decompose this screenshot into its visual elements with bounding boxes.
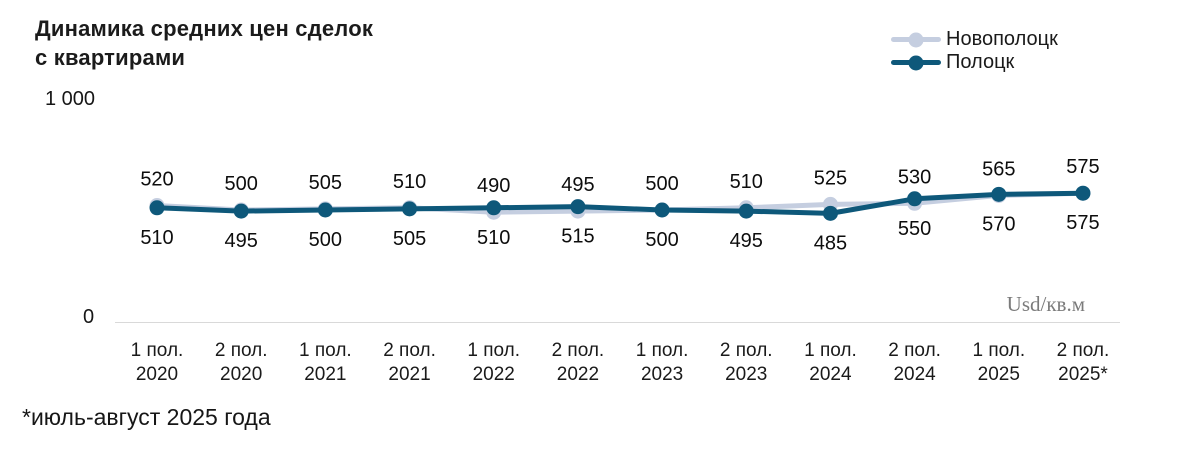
x-tick-period: 1 пол. bbox=[972, 340, 1026, 361]
x-tick-label: 2 пол. 2023 bbox=[701, 339, 791, 386]
x-tick-period: 2 пол. bbox=[383, 340, 436, 361]
x-tick-label: 2 пол. 2024 bbox=[870, 339, 960, 386]
x-tick-period: 1 пол. bbox=[299, 340, 352, 361]
x-tick-label: 1 пол. 2020 bbox=[112, 339, 202, 386]
x-tick-year: 2024 bbox=[893, 363, 936, 385]
data-label-polotsk: 495 bbox=[730, 230, 763, 252]
legend-item-polotsk: Полоцк bbox=[891, 51, 1058, 74]
data-label-polotsk: 495 bbox=[224, 230, 257, 252]
x-tick-period: 2 пол. bbox=[214, 340, 268, 361]
x-tick-label: 2 пол. 2021 bbox=[365, 339, 455, 386]
x-tick-year: 2025* bbox=[1058, 363, 1108, 385]
data-point-polotsk bbox=[402, 201, 418, 217]
data-point-polotsk bbox=[738, 203, 754, 219]
data-point-polotsk bbox=[1075, 185, 1091, 201]
data-point-polotsk bbox=[486, 200, 502, 216]
legend-label-novopolotsk: Новополоцк bbox=[946, 28, 1058, 50]
data-label-polotsk: 570 bbox=[982, 213, 1015, 235]
data-label-polotsk: 505 bbox=[393, 228, 426, 250]
x-tick-year: 2020 bbox=[135, 363, 179, 385]
unit-label: Usd/кв.м bbox=[1006, 292, 1085, 316]
data-label-polotsk: 510 bbox=[140, 227, 173, 249]
data-point-polotsk bbox=[991, 186, 1007, 202]
x-tick-year: 2022 bbox=[556, 363, 600, 385]
x-tick-year: 2023 bbox=[640, 363, 684, 385]
x-tick-label: 1 пол. 2022 bbox=[449, 339, 539, 386]
data-point-polotsk bbox=[570, 199, 586, 215]
data-label-polotsk: 500 bbox=[645, 229, 678, 251]
data-label-polotsk: 485 bbox=[814, 232, 847, 254]
x-tick-label: 2 пол. 2022 bbox=[533, 339, 623, 386]
line-marker-icon bbox=[891, 54, 941, 71]
line-marker-icon bbox=[891, 31, 941, 48]
legend-dot-swatch bbox=[908, 55, 924, 70]
data-label-novopolotsk: 510 bbox=[393, 171, 426, 193]
x-tick-year: 2022 bbox=[472, 363, 515, 385]
x-tick-label: 1 пол. 2025 bbox=[954, 339, 1044, 386]
x-tick-year: 2021 bbox=[388, 363, 431, 385]
x-tick-period: 1 пол. bbox=[635, 340, 689, 361]
x-tick-period: 2 пол. bbox=[888, 340, 941, 361]
data-label-novopolotsk: 500 bbox=[224, 173, 257, 195]
data-point-polotsk bbox=[822, 205, 838, 221]
x-tick-period: 1 пол. bbox=[804, 340, 857, 361]
legend: Новополоцк Полоцк bbox=[891, 28, 1058, 74]
x-tick-label: 2 пол. 2025* bbox=[1038, 339, 1128, 386]
x-tick-label: 1 пол. 2024 bbox=[785, 339, 875, 386]
x-tick-label: 1 пол. 2021 bbox=[280, 339, 370, 386]
y-axis-min-label: 0 bbox=[83, 306, 95, 328]
data-label-novopolotsk: 490 bbox=[477, 175, 510, 197]
footnote: *июль-август 2025 года bbox=[22, 404, 271, 430]
data-label-novopolotsk: 505 bbox=[309, 172, 342, 194]
chart-title: Динамика средних цен сделок с квартирами bbox=[35, 14, 373, 72]
legend-item-novopolotsk: Новополоцк bbox=[891, 28, 1058, 51]
x-tick-period: 2 пол. bbox=[719, 340, 773, 361]
x-tick-label: 1 пол. 2023 bbox=[617, 339, 707, 386]
data-label-polotsk: 510 bbox=[477, 227, 510, 249]
x-tick-period: 2 пол. bbox=[1056, 340, 1110, 361]
data-label-novopolotsk: 565 bbox=[982, 158, 1015, 180]
legend-dot-swatch bbox=[908, 32, 924, 47]
data-label-polotsk: 575 bbox=[1066, 212, 1099, 234]
x-tick-year: 2024 bbox=[809, 363, 852, 385]
x-tick-year: 2023 bbox=[725, 363, 768, 385]
x-tick-year: 2021 bbox=[304, 363, 347, 385]
data-label-novopolotsk: 500 bbox=[645, 173, 678, 195]
legend-label-polotsk: Полоцк bbox=[946, 51, 1015, 73]
data-label-novopolotsk: 495 bbox=[561, 174, 594, 196]
x-tick-year: 2025 bbox=[977, 363, 1020, 385]
x-tick-period: 1 пол. bbox=[467, 340, 521, 361]
data-label-polotsk: 515 bbox=[561, 226, 594, 248]
data-point-polotsk bbox=[317, 202, 333, 218]
x-axis-line bbox=[115, 322, 1120, 323]
data-label-novopolotsk: 530 bbox=[898, 166, 931, 188]
data-point-polotsk bbox=[233, 203, 249, 219]
data-point-polotsk bbox=[654, 202, 670, 218]
data-label-novopolotsk: 520 bbox=[140, 169, 173, 191]
y-axis-max-label: 1 000 bbox=[45, 88, 96, 110]
data-point-polotsk bbox=[907, 191, 923, 207]
chart-title-line1: Динамика средних цен сделок bbox=[35, 16, 374, 41]
data-label-novopolotsk: 575 bbox=[1066, 156, 1099, 178]
data-label-polotsk: 500 bbox=[309, 229, 342, 251]
chart-title-line2: с квартирами bbox=[35, 45, 186, 70]
x-tick-period: 2 пол. bbox=[551, 340, 605, 361]
data-label-novopolotsk: 510 bbox=[730, 171, 763, 193]
data-point-polotsk bbox=[149, 200, 165, 216]
x-tick-label: 2 пол. 2020 bbox=[196, 339, 286, 386]
x-tick-period: 1 пол. bbox=[130, 340, 184, 361]
x-tick-year: 2020 bbox=[220, 363, 263, 385]
data-label-polotsk: 550 bbox=[898, 218, 931, 240]
data-label-novopolotsk: 525 bbox=[814, 167, 847, 189]
series-line-polotsk bbox=[154, 190, 1086, 216]
